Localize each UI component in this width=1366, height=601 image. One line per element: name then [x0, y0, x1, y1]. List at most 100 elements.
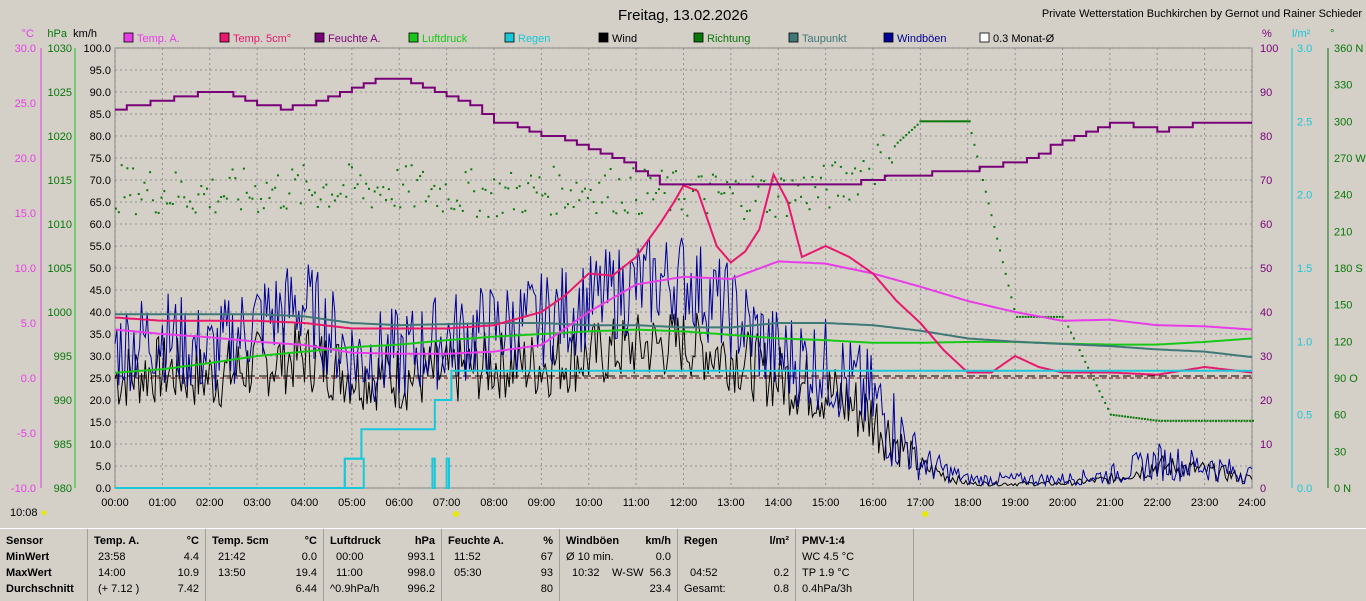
- richtung-point: [140, 198, 143, 201]
- richtung-point: [950, 120, 954, 123]
- richtung-point: [1226, 419, 1229, 422]
- richtung-point: [268, 196, 271, 199]
- richtung-point: [808, 208, 811, 211]
- richtung-point: [876, 143, 879, 146]
- richtung-point: [217, 200, 220, 203]
- axis-hour-tick: 13:00: [717, 497, 745, 509]
- stats-temp-a-avg: 7.42: [177, 583, 199, 595]
- axis-percent-tick: 60: [1260, 219, 1272, 231]
- richtung-point: [353, 186, 356, 189]
- axis-percent-tick: 20: [1260, 395, 1272, 407]
- richtung-point: [379, 193, 382, 196]
- richtung-point: [325, 183, 328, 186]
- axis-deg-tick: 210: [1334, 226, 1352, 238]
- richtung-point: [842, 195, 845, 198]
- axis-kmh-unit: km/h: [73, 28, 97, 40]
- richtung-point: [1161, 419, 1164, 422]
- richtung-point: [908, 131, 911, 134]
- legend-swatch: [598, 32, 609, 43]
- richtung-point: [1217, 419, 1220, 422]
- axis-deg-tick: 120: [1334, 336, 1352, 348]
- richtung-point: [666, 176, 669, 179]
- richtung-point: [1223, 419, 1226, 422]
- legend-label: Temp. A.: [137, 33, 180, 45]
- richtung-point: [393, 204, 396, 207]
- richtung-point: [754, 199, 757, 202]
- stats-temp-5cm-unit: °C: [304, 535, 317, 547]
- axis-deg-tick: 60: [1334, 410, 1346, 422]
- axis-hpa-tick: 1025: [48, 87, 72, 99]
- sunrise-marker: [453, 511, 460, 517]
- richtung-point: [1107, 407, 1110, 410]
- axis-lm2-tick: 2.0: [1297, 190, 1312, 202]
- stats-wind-max-time: 10:32: [572, 567, 600, 579]
- richtung-point: [547, 195, 550, 198]
- richtung-point: [788, 201, 791, 204]
- richtung-point: [1112, 414, 1115, 417]
- axis-hour-tick: 09:00: [528, 497, 556, 509]
- richtung-point: [367, 187, 370, 190]
- richtung-point: [1203, 419, 1206, 422]
- richtung-point: [987, 202, 990, 205]
- richtung-point: [1058, 315, 1061, 318]
- richtung-point: [1101, 396, 1104, 399]
- richtung-point: [976, 155, 979, 158]
- stats-wind-max: 56.3: [649, 567, 671, 579]
- richtung-point: [1141, 417, 1144, 420]
- richtung-point: [308, 189, 311, 192]
- richtung-point: [891, 161, 894, 164]
- richtung-point: [649, 177, 652, 180]
- richtung-point: [151, 199, 154, 202]
- axis-hpa-tick: 1005: [48, 263, 72, 275]
- richtung-point: [441, 210, 444, 213]
- richtung-point: [640, 212, 643, 215]
- richtung-point: [1163, 419, 1166, 422]
- richtung-point: [424, 200, 427, 203]
- stats-regen-total-label: Gesamt:: [684, 583, 726, 595]
- stats-col-wind: Windböen km/h Ø 10 min. 0.0 10:32 W-SW 5…: [560, 529, 678, 601]
- legend-swatch: [219, 32, 230, 43]
- stats-temp-5cm-max: 19.4: [295, 567, 317, 579]
- richtung-point: [132, 167, 135, 170]
- richtung-point: [311, 194, 314, 197]
- richtung-point: [291, 168, 294, 171]
- richtung-point: [157, 211, 160, 214]
- richtung-point: [930, 120, 934, 123]
- stats-wind-unit: km/h: [645, 535, 671, 547]
- richtung-point: [240, 208, 243, 211]
- richtung-point: [186, 205, 189, 208]
- richtung-point: [825, 188, 828, 191]
- richtung-point: [504, 186, 507, 189]
- axis-celsius-tick: -5.0: [17, 428, 36, 440]
- axis-lm2-unit: l/m²: [1292, 28, 1311, 40]
- richtung-point: [177, 195, 180, 198]
- richtung-point: [271, 188, 274, 191]
- richtung-point: [208, 206, 211, 209]
- richtung-point: [927, 120, 931, 123]
- stats-feuchte-header: Feuchte A.: [448, 535, 504, 547]
- richtung-point: [1212, 419, 1215, 422]
- richtung-point: [734, 180, 737, 183]
- richtung-point: [1197, 419, 1200, 422]
- stats-wind-avg: 23.4: [649, 583, 671, 595]
- axis-hpa-tick: 1030: [48, 43, 72, 55]
- axis-percent-tick: 40: [1260, 307, 1272, 319]
- stats-col-luftdruck: Luftdruck hPa 00:00 993.1 11:00 998.0 ^0…: [324, 529, 442, 601]
- richtung-point: [726, 181, 729, 184]
- richtung-point: [1124, 415, 1127, 418]
- stats-temp-a-unit: °C: [186, 535, 199, 547]
- richtung-point: [962, 120, 966, 123]
- richtung-point: [470, 168, 473, 171]
- richtung-point: [490, 192, 493, 195]
- richtung-point: [1081, 355, 1084, 357]
- legend-swatch: [123, 32, 134, 43]
- richtung-point: [578, 199, 581, 202]
- richtung-point: [1243, 419, 1246, 422]
- richtung-point: [990, 214, 993, 217]
- axis-hour-tick: 03:00: [243, 497, 271, 509]
- axis-hour-tick: 08:00: [480, 497, 508, 509]
- sunset-marker: [922, 511, 929, 517]
- richtung-point: [1095, 384, 1098, 387]
- richtung-point: [1237, 419, 1240, 422]
- richtung-point: [538, 176, 541, 179]
